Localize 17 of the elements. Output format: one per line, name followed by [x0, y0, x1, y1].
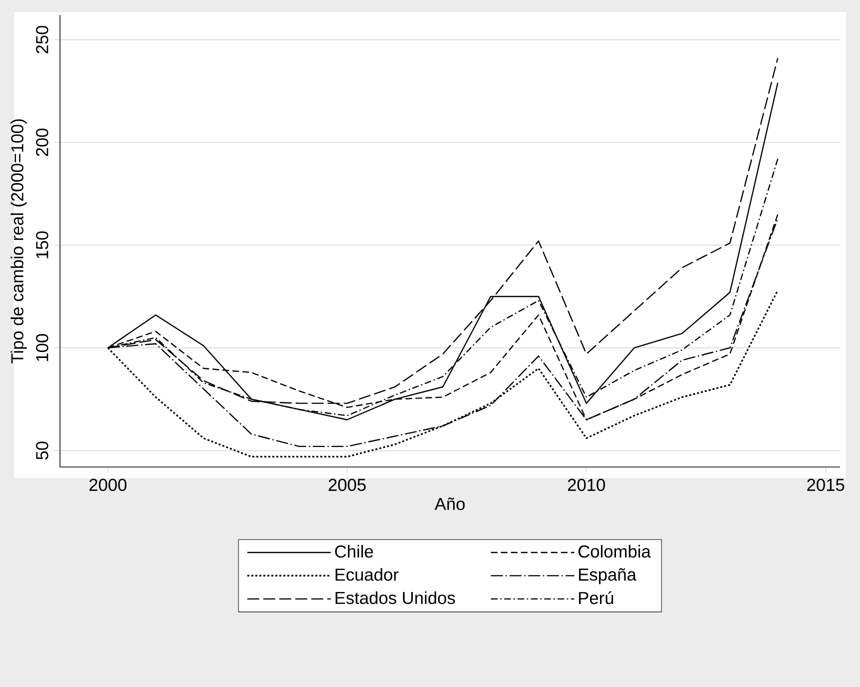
- legend-label: España: [579, 568, 636, 584]
- legend-label: Perú: [579, 591, 614, 604]
- x-axis-title: Año: [434, 497, 465, 510]
- x-tick-label: 2010: [568, 478, 605, 492]
- y-tick-label: 100: [36, 334, 48, 361]
- y-tick-label: 150: [36, 231, 48, 258]
- x-tick-label: 2015: [807, 478, 844, 492]
- legend-label: Chile: [335, 544, 373, 558]
- y-tick-label: 250: [36, 26, 48, 54]
- legend-label: Estados Unidos: [336, 591, 455, 604]
- x-tick-label: 2000: [89, 478, 126, 492]
- x-tick-label: 2005: [328, 478, 366, 492]
- y-tick-label: 200: [36, 128, 48, 156]
- y-axis-title: Tipo de cambio real (2000=100): [10, 119, 27, 364]
- y-tick-label: 50: [36, 442, 48, 460]
- legend-label: Colombia: [578, 544, 651, 558]
- legend-label: Ecuador: [336, 568, 398, 581]
